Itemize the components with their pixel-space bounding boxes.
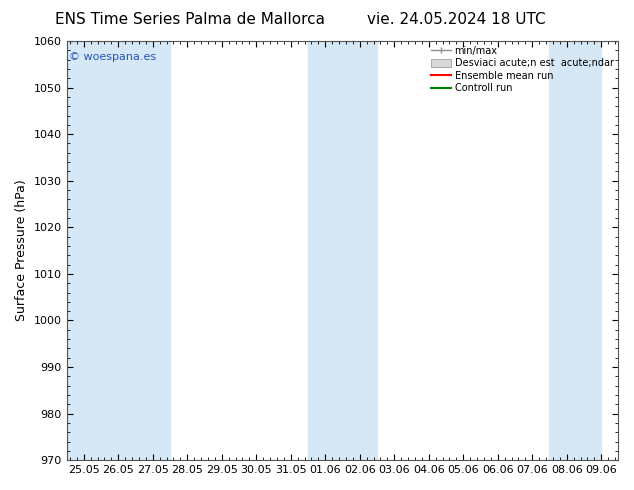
Legend: min/max, Desviaci acute;n est  acute;ndar, Ensemble mean run, Controll run: min/max, Desviaci acute;n est acute;ndar…	[429, 44, 616, 95]
Text: © woespana.es: © woespana.es	[69, 51, 157, 62]
Bar	[342, 41, 377, 460]
Text: ENS Time Series Palma de Mallorca: ENS Time Series Palma de Mallorca	[55, 12, 325, 27]
Y-axis label: Surface Pressure (hPa): Surface Pressure (hPa)	[15, 180, 28, 321]
Bar	[308, 41, 342, 460]
Bar	[101, 41, 136, 460]
Bar	[136, 41, 170, 460]
Text: vie. 24.05.2024 18 UTC: vie. 24.05.2024 18 UTC	[367, 12, 546, 27]
Bar	[550, 41, 601, 460]
Bar	[67, 41, 101, 460]
